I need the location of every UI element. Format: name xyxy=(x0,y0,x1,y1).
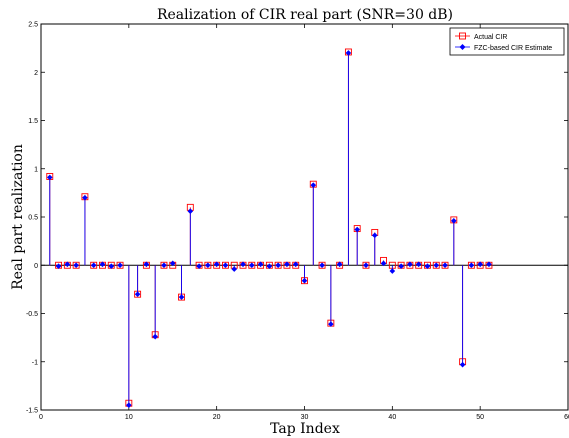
y-tick-label: 2.5 xyxy=(28,22,38,29)
x-tick-label: 60 xyxy=(564,414,569,421)
legend-marker-estimate xyxy=(459,44,466,50)
estimate-marker xyxy=(82,194,88,201)
estimate-marker xyxy=(275,262,281,269)
estimate-marker xyxy=(345,50,352,56)
estimate-marker xyxy=(99,261,106,268)
actual-cir-marker xyxy=(432,261,440,269)
estimate-marker xyxy=(266,263,273,270)
estimate-marker xyxy=(126,402,132,408)
estimate-marker xyxy=(415,261,422,268)
plot-area xyxy=(40,23,569,411)
estimate-marker xyxy=(257,261,264,268)
actual-cir-marker xyxy=(116,261,124,269)
estimate-marker xyxy=(222,262,229,269)
estimate-marker xyxy=(231,266,238,272)
legend-label-estimate: FZC-based CIR Estimate xyxy=(474,45,552,52)
estimate-marker xyxy=(152,333,158,340)
y-tick-label: -1.5 xyxy=(26,408,38,415)
estimate-marker xyxy=(55,263,62,270)
y-tick-label: 0.5 xyxy=(28,215,38,222)
estimate-marker xyxy=(117,262,123,269)
estimate-marker xyxy=(46,174,53,181)
y-tick-label: 0 xyxy=(34,263,38,270)
data-series xyxy=(46,48,493,408)
estimate-marker xyxy=(424,263,431,270)
estimate-marker xyxy=(371,232,378,239)
legend: Actual CIR FZC-based CIR Estimate xyxy=(449,27,565,56)
actual-cir-marker xyxy=(274,261,282,269)
legend-box xyxy=(449,27,565,56)
estimate-marker xyxy=(319,262,325,269)
estimate-marker xyxy=(468,262,475,269)
estimate-marker xyxy=(389,268,396,274)
estimate-marker xyxy=(363,262,369,269)
estimate-marker xyxy=(73,262,79,269)
actual-cir-marker xyxy=(160,261,168,269)
estimate-marker xyxy=(451,218,457,224)
estimate-marker xyxy=(178,294,185,300)
estimate-marker xyxy=(486,261,492,268)
actual-cir-marker xyxy=(221,261,229,269)
estimate-marker xyxy=(169,260,176,267)
estimate-marker xyxy=(134,291,141,297)
x-tick-label: 20 xyxy=(213,414,221,421)
x-tick-label: 50 xyxy=(476,414,484,421)
actual-cir-marker xyxy=(318,261,326,269)
y-tick-label: -1 xyxy=(32,359,38,366)
estimate-marker xyxy=(459,361,466,368)
estimate-marker xyxy=(108,263,115,270)
estimate-marker xyxy=(477,261,483,268)
y-tick-label: 1.5 xyxy=(28,118,38,125)
estimate-marker xyxy=(161,262,167,269)
x-tick-label: 40 xyxy=(388,414,396,421)
actual-cir-marker xyxy=(90,261,98,269)
x-axis-label: Tap Index xyxy=(270,421,340,437)
estimate-marker xyxy=(249,262,255,269)
actual-cir-marker xyxy=(467,261,475,269)
estimate-marker xyxy=(354,226,360,233)
estimate-marker xyxy=(240,261,246,268)
actual-cir-marker xyxy=(204,261,212,269)
estimate-marker xyxy=(301,277,308,284)
y-tick-label: 1 xyxy=(34,166,38,173)
axis-ticks: 0 10 20 30 40 50 60 -1.5 -1 -0.5 0 0.5 1 1.5 2 2.5 xyxy=(26,22,569,422)
y-tick-label: 2 xyxy=(34,70,38,77)
actual-cir-marker xyxy=(441,261,449,269)
estimate-marker xyxy=(187,208,194,215)
estimate-marker xyxy=(292,261,299,268)
estimate-marker xyxy=(90,262,97,269)
estimate-marker xyxy=(64,261,71,268)
y-axis-label: Real part realization xyxy=(10,144,26,290)
actual-cir-marker xyxy=(362,261,370,269)
estimate-marker xyxy=(143,261,150,268)
y-tick-label: -0.5 xyxy=(26,311,38,318)
estimate-marker xyxy=(336,261,343,268)
estimate-marker xyxy=(398,263,404,270)
estimate-marker xyxy=(284,261,290,268)
estimate-marker xyxy=(196,263,202,270)
legend-marker-actual xyxy=(459,32,466,40)
estimate-marker xyxy=(442,262,448,269)
actual-cir-marker xyxy=(248,261,256,269)
x-tick-label: 10 xyxy=(125,414,133,421)
estimate-marker xyxy=(205,262,211,269)
actual-cir-marker xyxy=(72,261,80,269)
estimate-marker xyxy=(213,261,220,268)
x-tick-label: 30 xyxy=(301,414,309,421)
estimate-marker xyxy=(433,262,440,269)
x-tick-label: 0 xyxy=(39,414,43,421)
estimate-marker xyxy=(328,321,334,327)
estimate-marker xyxy=(310,182,317,188)
legend-label-actual: Actual CIR xyxy=(474,34,507,41)
estimate-marker xyxy=(407,261,413,268)
chart-title: Realization of CIR real part (SNR=30 dB) xyxy=(157,7,453,23)
estimate-marker xyxy=(380,260,387,267)
